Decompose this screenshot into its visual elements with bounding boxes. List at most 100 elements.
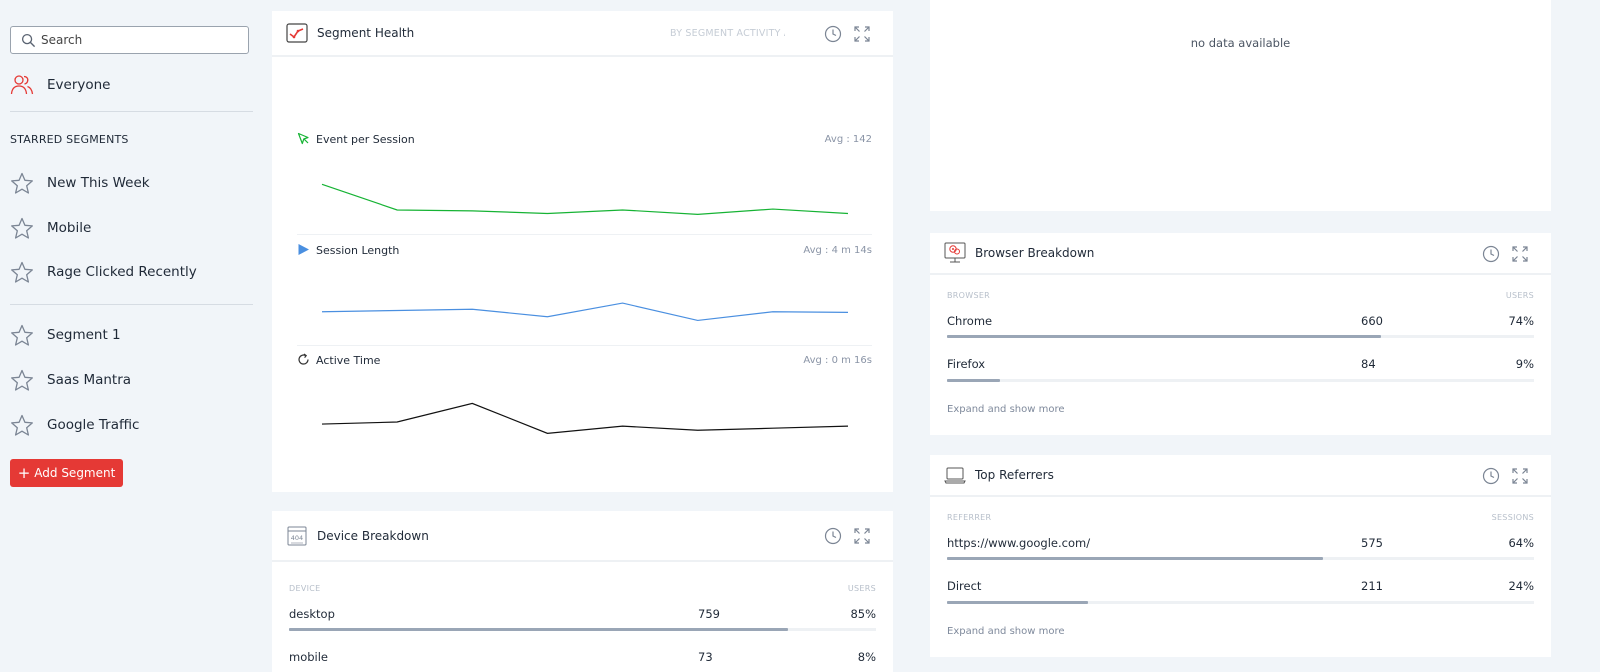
card-header: Top Referrers xyxy=(930,455,1551,497)
metric-label: Event per Session xyxy=(316,132,415,146)
browser-breakdown-card: Browser Breakdown BROWSER USERS Chrome 6… xyxy=(930,233,1551,435)
data-point[interactable] xyxy=(696,212,700,216)
metric-label: Active Time xyxy=(316,353,381,367)
table-row[interactable]: desktop 759 85% xyxy=(289,607,876,627)
expand-show-more-link[interactable]: Expand and show more xyxy=(947,404,1065,415)
series-line xyxy=(321,183,849,216)
segment-label: Saas Mantra xyxy=(47,372,132,388)
row-name: desktop xyxy=(289,607,335,621)
column-header-browser: BROWSER xyxy=(947,291,991,300)
progress-bar xyxy=(289,628,788,631)
row-name: Direct xyxy=(947,579,982,593)
data-point[interactable] xyxy=(621,424,625,428)
row-percent: 9% xyxy=(1515,357,1534,371)
clock-icon[interactable] xyxy=(1481,244,1501,264)
row-percent: 24% xyxy=(1508,579,1534,593)
data-point[interactable] xyxy=(696,428,700,432)
clock-icon[interactable] xyxy=(823,24,843,44)
device-icon: 404 xyxy=(286,526,308,546)
clock-icon[interactable] xyxy=(1481,466,1501,486)
card-header: Segment Health xyxy=(272,11,893,57)
segment-item[interactable]: Saas Mantra xyxy=(10,365,249,395)
card-actions xyxy=(823,526,872,546)
row-count: 575 xyxy=(1361,536,1383,550)
segment-item[interactable]: Google Traffic xyxy=(10,410,249,440)
trend-icon xyxy=(286,23,308,43)
event-per-session-chart xyxy=(320,182,850,216)
refresh-icon xyxy=(297,351,310,370)
starred-segment-item[interactable]: New This Week xyxy=(10,168,249,198)
star-icon[interactable] xyxy=(10,323,34,347)
metric-avg: Avg : 0 m 16s xyxy=(803,354,872,366)
data-point[interactable] xyxy=(320,182,324,186)
data-point[interactable] xyxy=(320,422,324,426)
expand-icon[interactable] xyxy=(852,24,872,44)
data-point[interactable] xyxy=(395,309,399,313)
add-segment-button[interactable]: + Add Segment xyxy=(10,459,123,487)
search-input[interactable] xyxy=(41,33,231,47)
row-percent: 85% xyxy=(850,607,876,621)
expand-icon[interactable] xyxy=(1510,466,1530,486)
data-point[interactable] xyxy=(545,315,549,319)
data-point[interactable] xyxy=(771,207,775,211)
expand-show-more-link[interactable]: Expand and show more xyxy=(947,626,1065,637)
expand-icon[interactable] xyxy=(852,526,872,546)
star-icon[interactable] xyxy=(10,216,34,240)
segment-label: Rage Clicked Recently xyxy=(47,264,197,280)
column-header-device: DEVICE xyxy=(289,584,321,593)
metric-header: Event per Session Avg : 142 xyxy=(297,132,872,146)
table-row[interactable]: Firefox 84 9% xyxy=(947,357,1534,377)
table-row[interactable]: Direct 211 24% xyxy=(947,579,1534,599)
starred-segment-item[interactable]: Mobile xyxy=(10,213,249,243)
clock-icon[interactable] xyxy=(823,526,843,546)
data-point[interactable] xyxy=(621,208,625,212)
data-point[interactable] xyxy=(771,426,775,430)
star-icon[interactable] xyxy=(10,260,34,284)
data-point[interactable] xyxy=(696,318,700,322)
segment-label: Google Traffic xyxy=(47,417,140,433)
nav-item-everyone[interactable]: Everyone xyxy=(10,70,249,100)
card-header: Browser Breakdown xyxy=(930,233,1551,275)
star-icon[interactable] xyxy=(10,171,34,195)
metric-avg: Avg : 142 xyxy=(824,133,872,145)
data-point[interactable] xyxy=(320,310,324,314)
column-header-users: USERS xyxy=(1505,291,1534,300)
segment-label: Mobile xyxy=(47,220,92,236)
data-point[interactable] xyxy=(470,401,474,405)
plus-icon: + xyxy=(17,463,31,482)
data-point[interactable] xyxy=(771,310,775,314)
column-header-referrer: REFERRER xyxy=(947,513,992,522)
no-data-message: no data available xyxy=(1190,36,1291,50)
play-icon xyxy=(297,241,310,260)
sort-dropdown[interactable]: BY SEGMENT ACTIVITY AC xyxy=(670,28,785,39)
data-point[interactable] xyxy=(395,208,399,212)
segment-label: Segment 1 xyxy=(47,327,121,343)
expand-icon[interactable] xyxy=(1510,244,1530,264)
series-line xyxy=(321,302,849,322)
data-point[interactable] xyxy=(846,212,850,216)
no-data-card: no data available xyxy=(930,0,1551,211)
data-point[interactable] xyxy=(470,307,474,311)
data-point[interactable] xyxy=(470,209,474,213)
data-point[interactable] xyxy=(545,431,549,435)
card-title: Device Breakdown xyxy=(317,528,429,543)
starred-segment-item[interactable]: Rage Clicked Recently xyxy=(10,257,249,287)
table-row[interactable]: Chrome 660 74% xyxy=(947,314,1534,334)
search-box[interactable] xyxy=(10,26,249,54)
table-row[interactable]: https://www.google.com/ 575 64% xyxy=(947,536,1534,556)
star-icon[interactable] xyxy=(10,368,34,392)
data-point[interactable] xyxy=(846,310,850,314)
data-point[interactable] xyxy=(545,212,549,216)
table-row[interactable]: mobile 73 8% xyxy=(289,650,876,670)
data-point[interactable] xyxy=(395,420,399,424)
divider xyxy=(297,345,872,346)
starred-segments-title: STARRED SEGMENTS xyxy=(10,133,129,146)
segment-item[interactable]: Segment 1 xyxy=(10,320,249,350)
star-icon[interactable] xyxy=(10,413,34,437)
sidebar: Everyone STARRED SEGMENTS New This Week … xyxy=(0,0,258,672)
nav-item-label: Everyone xyxy=(47,77,111,93)
data-point[interactable] xyxy=(621,301,625,305)
divider xyxy=(297,234,872,235)
data-point[interactable] xyxy=(846,424,850,428)
search-icon xyxy=(21,33,36,47)
